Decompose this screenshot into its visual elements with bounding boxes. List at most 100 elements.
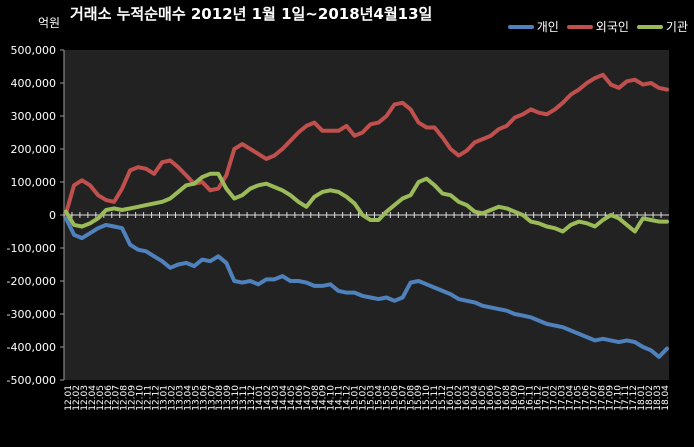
- x-tick-label: 13.12: [247, 385, 257, 411]
- y-tick-label: -500,000: [7, 374, 56, 387]
- series-line-1: [64, 72, 669, 216]
- x-tick-label: 16.05: [478, 385, 488, 411]
- x-tick-label: 15.01: [351, 385, 361, 411]
- legend-label-foreign: 외국인: [595, 20, 629, 34]
- x-tick-label: 17.12: [629, 385, 639, 411]
- x-tick-label: 17.04: [565, 385, 575, 411]
- x-tick-label: 14.02: [263, 385, 273, 411]
- x-tick-label: 17.07: [589, 385, 599, 411]
- series-line-0: [64, 216, 669, 359]
- x-tick-label: 12.04: [88, 385, 98, 411]
- legend-item-foreign[interactable]: 외국인: [566, 18, 629, 35]
- y-tick-label: 200,000: [11, 143, 57, 156]
- x-tick-label: 15.07: [398, 385, 408, 411]
- x-tick-label: 13.02: [167, 385, 177, 411]
- x-tick-label: 15.02: [359, 385, 369, 411]
- x-tick-label: 13.06: [199, 385, 209, 411]
- x-tick-label: 13.03: [175, 385, 185, 411]
- x-tick-label: 16.09: [510, 385, 520, 411]
- x-tick-label: 17.11: [621, 385, 631, 411]
- chart-legend: 개인 외국인 기관: [507, 18, 688, 35]
- y-tick-label: 0: [49, 209, 56, 222]
- x-tick-label: 15.05: [382, 385, 392, 411]
- x-tick-label: 12.10: [136, 385, 146, 411]
- x-tick-label: 17.03: [558, 385, 568, 411]
- x-tick-label: 17.01: [542, 385, 552, 411]
- x-tick-label: 14.03: [271, 385, 281, 411]
- x-tick-label: 18.02: [645, 385, 655, 411]
- y-tick-label: -300,000: [7, 308, 56, 321]
- x-tick-label: 14.12: [343, 385, 353, 411]
- x-tick-label: 15.06: [390, 385, 400, 411]
- y-tick-label: 300,000: [11, 110, 57, 123]
- x-tick-label: 17.05: [573, 385, 583, 411]
- x-tick-label: 13.11: [239, 385, 249, 411]
- x-tick-label: 16.10: [518, 385, 528, 411]
- x-tick-label: 13.10: [231, 385, 241, 411]
- x-tick-label: 17.10: [613, 385, 623, 411]
- x-tick-label: 14.05: [287, 385, 297, 411]
- x-tick-label: 15.10: [422, 385, 432, 411]
- x-tick-label: 15.03: [366, 385, 376, 411]
- x-tick-label: 13.04: [183, 385, 193, 411]
- x-tick-label: 14.04: [279, 385, 289, 411]
- x-tick-label: 16.03: [462, 385, 472, 411]
- x-tick-label: 14.06: [295, 385, 305, 411]
- x-tick-label: 16.08: [502, 385, 512, 411]
- y-tick-label: -200,000: [7, 275, 56, 288]
- x-tick-label: 15.08: [406, 385, 416, 411]
- x-tick-label: 16.07: [494, 385, 504, 411]
- x-tick-label: 12.01: [64, 385, 74, 411]
- x-tick-label: 14.01: [255, 385, 265, 411]
- x-tick-label: 17.06: [581, 385, 591, 411]
- y-axis-unit-label: 억원: [38, 16, 61, 30]
- x-tick-label: 16.04: [470, 385, 480, 411]
- x-tick-label: 16.12: [534, 385, 544, 411]
- x-tick-label: 15.04: [374, 385, 384, 411]
- x-tick-label: 12.02: [72, 385, 82, 411]
- legend-swatch-foreign: [566, 24, 593, 29]
- x-tick-label: 14.11: [335, 385, 345, 411]
- x-tick-label: 13.01: [160, 385, 170, 411]
- y-tick-label: -400,000: [7, 341, 56, 354]
- x-tick-label: 17.09: [605, 385, 615, 411]
- x-tick-label: 14.07: [303, 385, 313, 411]
- x-tick-label: 16.11: [526, 385, 536, 411]
- x-tick-label: 15.11: [430, 385, 440, 411]
- x-tick-label: 13.07: [207, 385, 217, 411]
- legend-label-individual: 개인: [536, 20, 559, 34]
- x-tick-label: 14.09: [319, 385, 329, 411]
- x-tick-label: 12.12: [152, 385, 162, 411]
- y-tick-label: -100,000: [7, 242, 56, 255]
- x-tick-label: 16.01: [446, 385, 456, 411]
- x-tick-label: 13.09: [223, 385, 233, 411]
- x-tick-label: 13.08: [215, 385, 225, 411]
- x-tick-label: 16.06: [486, 385, 496, 411]
- x-tick-label: 17.08: [597, 385, 607, 411]
- legend-swatch-individual: [507, 24, 534, 29]
- x-tick-label: 12.11: [144, 385, 154, 411]
- x-tick-label: 15.09: [414, 385, 424, 411]
- x-tick-label: 12.05: [96, 385, 106, 411]
- x-tick-label: 12.03: [80, 385, 90, 411]
- x-tick-label: 12.09: [128, 385, 138, 411]
- x-tick-label: 12.07: [112, 385, 122, 411]
- x-tick-label: 14.08: [311, 385, 321, 411]
- x-tick-label: 18.03: [653, 385, 663, 411]
- x-tick-label: 12.08: [120, 385, 130, 411]
- x-tick-label: 14.10: [327, 385, 337, 411]
- legend-item-institution[interactable]: 기관: [636, 18, 688, 35]
- chart-title: 거래소 누적순매수 2012년 1월 1일~2018년4월13일: [70, 5, 433, 23]
- series-line-2: [64, 171, 669, 234]
- x-tick-label: 13.05: [191, 385, 201, 411]
- x-tick-label: 18.04: [661, 385, 671, 411]
- y-tick-label: 500,000: [11, 44, 57, 57]
- x-tick-label: 12.06: [104, 385, 114, 411]
- legend-item-individual[interactable]: 개인: [507, 18, 559, 35]
- x-tick-label: 15.12: [438, 385, 448, 411]
- x-tick-label: 16.02: [454, 385, 464, 411]
- x-tick-label: 18.01: [637, 385, 647, 411]
- legend-label-institution: 기관: [665, 20, 688, 34]
- y-tick-label: 400,000: [11, 77, 57, 90]
